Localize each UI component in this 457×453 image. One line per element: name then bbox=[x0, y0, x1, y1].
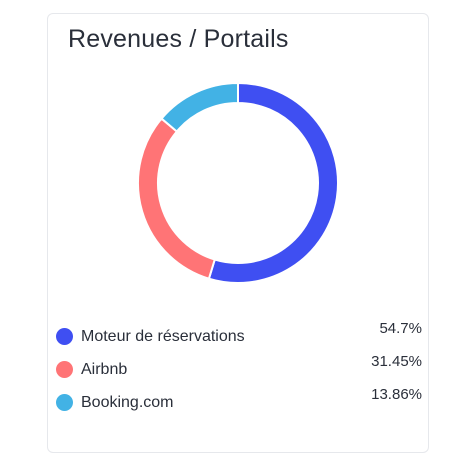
legend-value: 31.45% bbox=[371, 353, 422, 370]
legend-item[interactable]: Booking.com 13.86% bbox=[56, 386, 422, 419]
donut-slice-2[interactable] bbox=[137, 117, 216, 280]
card-title: Revenues / Portails bbox=[68, 25, 289, 53]
legend-label: Booking.com bbox=[81, 393, 174, 411]
legend-color-dot bbox=[56, 394, 73, 411]
legend-item[interactable]: Airbnb 31.45% bbox=[56, 353, 422, 386]
chart-legend: Moteur de réservations 54.7% Airbnb 31.45% B… bbox=[56, 320, 422, 419]
legend-item[interactable]: Moteur de réservations 54.7% bbox=[56, 320, 422, 353]
donut-chart-container bbox=[48, 14, 428, 314]
legend-value: 54.7% bbox=[379, 320, 422, 337]
legend-color-dot bbox=[56, 328, 73, 345]
legend-label: Moteur de réservations bbox=[81, 327, 245, 345]
donut-slice-3[interactable] bbox=[160, 81, 239, 133]
revenue-portals-card: Revenues / Portails Moteur de réservatio… bbox=[47, 13, 429, 453]
legend-color-dot bbox=[56, 361, 73, 378]
legend-label: Airbnb bbox=[81, 360, 128, 378]
legend-value: 13.86% bbox=[371, 386, 422, 403]
donut-slice-1[interactable] bbox=[207, 81, 339, 284]
donut-chart bbox=[137, 81, 339, 284]
